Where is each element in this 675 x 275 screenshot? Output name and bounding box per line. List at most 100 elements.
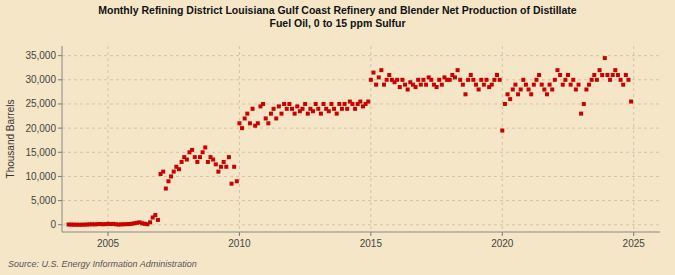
point <box>542 87 546 91</box>
point <box>603 56 607 60</box>
x-grid-line <box>108 46 109 232</box>
point <box>466 78 470 82</box>
point <box>335 112 339 116</box>
point <box>285 107 289 111</box>
point <box>503 102 507 106</box>
y-axis-label: Thousand Barrels <box>5 100 16 179</box>
point <box>385 78 389 82</box>
x-grid-line <box>370 46 371 232</box>
title-line: Fuel Oil, 0 to 15 ppm Sulfur <box>270 17 406 29</box>
point <box>516 92 520 96</box>
point <box>177 167 181 171</box>
point <box>219 165 223 169</box>
y-tick <box>58 152 62 153</box>
point <box>343 102 347 106</box>
point <box>579 112 583 116</box>
point <box>553 78 557 82</box>
point <box>569 83 573 87</box>
point <box>524 83 528 87</box>
point <box>172 170 176 174</box>
point <box>379 68 383 72</box>
point <box>471 78 475 82</box>
point <box>227 155 231 159</box>
x-tick <box>239 232 240 236</box>
point <box>290 107 294 111</box>
point <box>350 102 354 106</box>
point <box>577 83 581 87</box>
point <box>353 107 357 111</box>
point <box>619 78 623 82</box>
point <box>248 121 252 125</box>
y-grid-line <box>62 103 660 104</box>
point <box>230 182 234 186</box>
point <box>237 121 241 125</box>
point <box>395 78 399 82</box>
point <box>421 78 425 82</box>
point <box>279 112 283 116</box>
point <box>571 78 575 82</box>
point <box>301 107 305 111</box>
point <box>616 73 620 77</box>
point <box>545 92 549 96</box>
point <box>224 165 228 169</box>
point <box>327 109 331 113</box>
point <box>329 102 333 106</box>
point <box>322 102 326 106</box>
point <box>561 83 565 87</box>
point <box>256 121 260 125</box>
y-tick <box>58 200 62 201</box>
point <box>456 68 460 72</box>
x-grid-line <box>502 46 503 232</box>
point <box>251 107 255 111</box>
point <box>235 179 239 183</box>
point <box>453 75 457 79</box>
point <box>429 78 433 82</box>
x-tick-label: 2015 <box>360 238 383 249</box>
point <box>169 174 173 178</box>
point <box>195 160 199 164</box>
point <box>345 107 349 111</box>
point <box>190 148 194 152</box>
point <box>282 102 286 106</box>
point <box>293 112 297 116</box>
y-tick <box>58 79 62 80</box>
point <box>274 116 278 120</box>
y-tick-label: 10,000 <box>25 171 56 182</box>
point <box>474 83 478 87</box>
point <box>598 68 602 72</box>
point <box>508 97 512 101</box>
point <box>582 102 586 106</box>
points <box>67 56 634 227</box>
point <box>166 179 170 183</box>
point <box>377 75 381 79</box>
point <box>314 102 318 106</box>
point <box>156 218 160 222</box>
point <box>448 78 452 82</box>
point <box>153 213 157 217</box>
point <box>414 85 418 89</box>
y-grid-line <box>62 200 660 201</box>
point <box>613 68 617 72</box>
point <box>211 158 215 162</box>
y-tick <box>58 176 62 177</box>
point <box>492 78 496 82</box>
point <box>240 126 244 130</box>
point <box>611 73 615 77</box>
y-tick-label: 25,000 <box>25 98 56 109</box>
point <box>506 92 510 96</box>
point <box>600 73 604 77</box>
point <box>482 83 486 87</box>
point <box>387 73 391 77</box>
point <box>371 71 375 75</box>
point <box>440 83 444 87</box>
point <box>216 170 220 174</box>
y-grid-line <box>62 55 660 56</box>
point <box>574 87 578 91</box>
point <box>264 116 268 120</box>
point <box>306 112 310 116</box>
source-note: Source: U.S. Energy Information Administ… <box>8 259 197 269</box>
point <box>272 107 276 111</box>
point <box>590 78 594 82</box>
point <box>269 112 273 116</box>
point <box>629 100 633 104</box>
